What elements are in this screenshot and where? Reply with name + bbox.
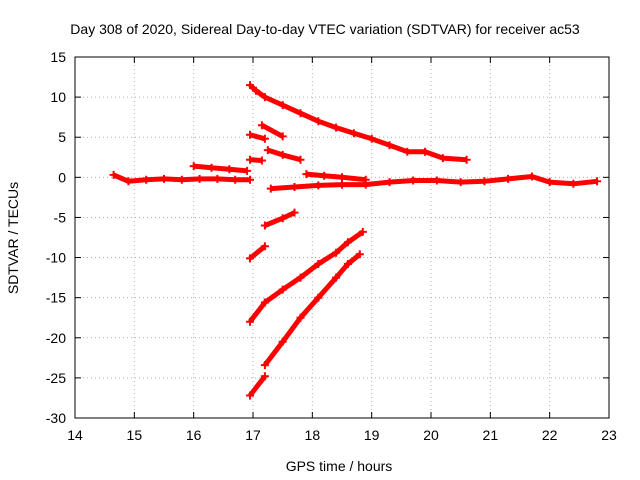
- x-tick-label: 23: [601, 427, 617, 443]
- x-axis-tick-labels: 14 15 16 17 18 19 20 21 22 23: [67, 427, 617, 443]
- y-tick-label: 10: [50, 89, 66, 105]
- y-tick-label: -15: [46, 290, 66, 306]
- data-point: [231, 176, 239, 184]
- data-point: [243, 167, 251, 175]
- data-point: [480, 177, 488, 185]
- y-tick-label: -10: [46, 250, 66, 266]
- series-arc-neg-short-b: [250, 246, 265, 258]
- y-tick-label: -25: [46, 370, 66, 386]
- data-point: [225, 165, 233, 173]
- data-point: [208, 164, 216, 172]
- y-tick-label: 0: [58, 169, 66, 185]
- axis-ticks: [75, 57, 609, 418]
- y-tick-label: -20: [46, 330, 66, 346]
- x-tick-label: 15: [127, 427, 143, 443]
- x-tick-label: 14: [67, 427, 83, 443]
- data-point: [314, 181, 322, 189]
- y-axis-tick-labels: 15 10 5 0 -5 -10 -15 -20 -25 -30: [46, 49, 66, 426]
- x-axis-label: GPS time / hours: [286, 458, 393, 474]
- data-point: [320, 172, 328, 180]
- data-point: [338, 181, 346, 189]
- y-tick-label: -30: [46, 410, 66, 426]
- x-tick-label: 16: [186, 427, 202, 443]
- y-tick-label: 5: [58, 129, 66, 145]
- data-point: [338, 173, 346, 181]
- data-point: [267, 185, 275, 193]
- data-point: [463, 156, 471, 164]
- x-tick-label: 21: [483, 427, 499, 443]
- data-point: [213, 175, 221, 183]
- x-tick-label: 19: [364, 427, 380, 443]
- data-point: [246, 156, 254, 164]
- data-point: [457, 178, 465, 186]
- series-arc-neg-low-a: [250, 376, 265, 395]
- series-arc-top: [250, 85, 467, 160]
- x-tick-label: 20: [423, 427, 439, 443]
- data-point: [160, 175, 168, 183]
- data-point: [258, 157, 266, 165]
- x-tick-label: 22: [542, 427, 558, 443]
- data-point: [291, 183, 299, 191]
- y-axis-label: SDTVAR / TECUs: [5, 182, 21, 294]
- data-point: [190, 162, 198, 170]
- x-tick-label: 18: [305, 427, 321, 443]
- data-point: [196, 175, 204, 183]
- sdtvar-chart: Day 308 of 2020, Sidereal Day-to-day VTE…: [0, 0, 640, 480]
- series-arc-short-a: [262, 125, 283, 136]
- series-arc-short-d: [306, 174, 365, 180]
- grid: [75, 57, 609, 418]
- series-layer: [110, 81, 601, 399]
- y-tick-label: 15: [50, 49, 66, 65]
- data-point: [504, 175, 512, 183]
- chart-title: Day 308 of 2020, Sidereal Day-to-day VTE…: [70, 21, 580, 37]
- series-arc-left-upper: [194, 166, 247, 171]
- plot-frame: [75, 57, 609, 418]
- y-tick-label: -5: [54, 209, 67, 225]
- x-tick-label: 17: [245, 427, 261, 443]
